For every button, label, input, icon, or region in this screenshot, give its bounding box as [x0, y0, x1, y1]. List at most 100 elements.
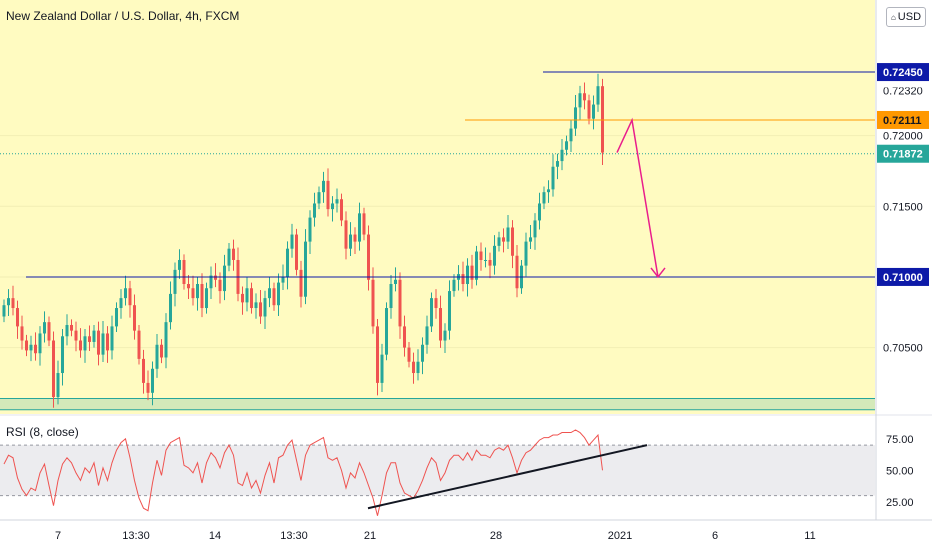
candle-body[interactable] [218, 279, 222, 292]
candle-body[interactable] [88, 336, 91, 342]
candle-body[interactable] [151, 368, 154, 393]
candle-body[interactable] [277, 282, 280, 306]
candle-body[interactable] [407, 347, 411, 362]
candle-body[interactable] [241, 293, 244, 303]
candle-body[interactable] [560, 149, 564, 162]
candle-body[interactable] [398, 279, 402, 327]
candle-body[interactable] [214, 275, 217, 280]
candle-body[interactable] [295, 234, 298, 270]
candle-body[interactable] [461, 274, 465, 285]
candle-body[interactable] [299, 269, 303, 297]
candle-body[interactable] [331, 203, 334, 210]
candle-body[interactable] [268, 288, 271, 299]
candle-body[interactable] [578, 93, 582, 108]
candle-body[interactable] [119, 298, 123, 309]
candle-body[interactable] [142, 358, 145, 383]
candle-body[interactable] [79, 340, 82, 351]
candle-body[interactable] [443, 330, 447, 341]
candle-body[interactable] [97, 330, 100, 355]
candle-body[interactable] [326, 180, 330, 210]
candle-body[interactable] [421, 344, 424, 362]
candle-body[interactable] [574, 107, 577, 129]
candle-body[interactable] [137, 330, 141, 359]
candle-body[interactable] [187, 284, 190, 289]
candle-body[interactable] [497, 237, 501, 246]
candle-body[interactable] [308, 217, 312, 242]
candle-body[interactable] [529, 237, 532, 242]
candle-body[interactable] [254, 302, 258, 309]
candle-body[interactable] [101, 333, 105, 355]
candle-body[interactable] [524, 241, 528, 266]
candle-body[interactable] [169, 293, 172, 323]
candle-body[interactable] [29, 344, 33, 351]
candle-body[interactable] [416, 361, 420, 374]
candle-body[interactable] [25, 340, 28, 351]
candle-body[interactable] [11, 298, 15, 309]
candle-body[interactable] [358, 213, 361, 242]
candle-body[interactable] [92, 330, 96, 342]
candle-body[interactable] [20, 326, 24, 341]
candle-body[interactable] [538, 203, 541, 221]
candle-body[interactable] [551, 166, 555, 190]
rsi-line[interactable] [3, 429, 603, 516]
candle-body[interactable] [592, 104, 595, 119]
candle-body[interactable] [371, 279, 375, 327]
candle-body[interactable] [502, 237, 505, 242]
candle-body[interactable] [223, 265, 226, 292]
rsi-trendline[interactable] [367, 444, 648, 510]
candle-body[interactable] [43, 322, 46, 334]
candle-body[interactable] [290, 234, 294, 249]
candle-body[interactable] [389, 284, 393, 309]
candle-body[interactable] [263, 298, 267, 317]
candle-body[interactable] [439, 308, 442, 341]
candle-body[interactable] [245, 288, 249, 303]
candle-body[interactable] [115, 308, 118, 327]
candle-body[interactable] [106, 333, 109, 351]
candle-body[interactable] [56, 373, 60, 398]
candle-body[interactable] [61, 336, 64, 374]
candle-body[interactable] [484, 259, 487, 261]
horizontal-lines[interactable] [0, 71, 875, 278]
candle-body[interactable] [412, 361, 415, 374]
candle-body[interactable] [542, 192, 546, 204]
candle-body[interactable] [196, 284, 199, 299]
candle-body[interactable] [394, 279, 397, 285]
candle-body[interactable] [403, 326, 406, 348]
candle-body[interactable] [556, 161, 559, 167]
candle-body[interactable] [272, 288, 276, 306]
candle-body[interactable] [133, 305, 136, 331]
candle-body[interactable] [70, 324, 73, 331]
candle-body[interactable] [569, 128, 573, 142]
candle-body[interactable] [65, 324, 69, 337]
candle-body[interactable] [146, 382, 150, 393]
candle-body[interactable] [281, 276, 285, 283]
candle-body[interactable] [317, 192, 321, 204]
candle-body[interactable] [227, 248, 231, 266]
candle-body[interactable] [493, 245, 496, 266]
candle-body[interactable] [466, 265, 469, 285]
candle-body[interactable] [128, 288, 132, 306]
candle-body[interactable] [430, 298, 433, 327]
candle-body[interactable] [470, 265, 474, 280]
candle-body[interactable] [349, 234, 352, 249]
projection-arrow[interactable] [616, 117, 666, 279]
candle-body[interactable] [232, 248, 235, 260]
candle-body[interactable] [191, 288, 195, 299]
candle-body[interactable] [479, 251, 483, 260]
candle-body[interactable] [376, 326, 379, 383]
candle-body[interactable] [488, 259, 492, 266]
candle-body[interactable] [596, 86, 600, 105]
candle-body[interactable] [533, 220, 537, 238]
candle-body[interactable] [178, 259, 181, 270]
candle-body[interactable] [205, 288, 208, 309]
candle-body[interactable] [209, 275, 213, 289]
candle-body[interactable] [313, 203, 316, 218]
candle-body[interactable] [511, 227, 514, 256]
candle-body[interactable] [7, 298, 10, 306]
candle-body[interactable] [155, 344, 159, 369]
candle-body[interactable] [335, 199, 339, 204]
candle-body[interactable] [83, 336, 87, 351]
candle-body[interactable] [304, 241, 307, 297]
candle-body[interactable] [601, 86, 604, 153]
